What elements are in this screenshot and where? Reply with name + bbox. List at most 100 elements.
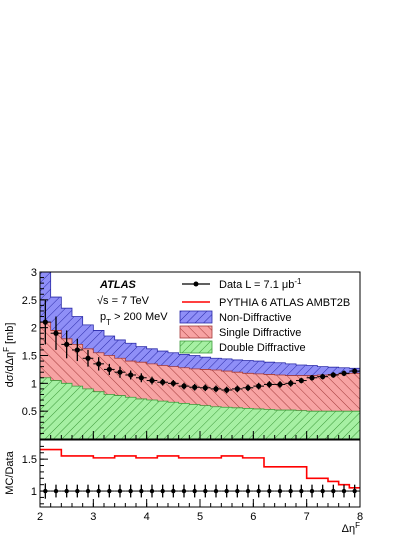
data-point [136,373,147,383]
ratio-data-point [285,484,296,498]
ratio-marker [213,488,219,494]
ratio-marker [256,488,261,494]
data-marker [117,369,123,375]
ratio-marker [341,488,347,494]
legend-nd-swatch [179,310,213,324]
data-point [189,383,200,391]
ratio-marker [267,488,272,494]
ratio-marker [192,488,197,494]
ratio-marker [331,488,336,494]
data-marker [106,366,112,373]
ratio-data-point [296,484,307,498]
data-point [72,338,83,362]
data-marker [170,380,176,386]
ratio-marker [107,488,112,494]
legend: Data L = 7.1 μb-1 PYTHIA 6 ATLAS AMBT2B … [179,277,350,354]
ratio-data-point [168,484,179,498]
atlas-label: ATLAS [99,279,137,291]
ratio-marker [117,488,123,494]
legend-dd-label: Double Diffractive [219,342,306,354]
ratio-marker [320,488,325,494]
data-marker [85,355,91,361]
x-tick-label: 5 [197,511,203,523]
data-marker [245,385,251,391]
ratio-marker [64,488,69,494]
ratio-data-point [306,484,318,498]
ratio-data-point [274,484,286,498]
data-point [168,379,179,387]
data-marker [53,330,59,336]
data-marker [288,380,294,386]
ratio-marker [53,488,59,494]
data-point [104,363,115,375]
ratio-marker [85,488,91,494]
data-marker [234,386,240,392]
data-point [146,376,158,385]
data-point [349,368,360,374]
ratio-data-point [221,484,232,498]
ratio-marker [299,488,304,494]
y-tick-label: 3 [31,267,37,279]
legend-pythia-label: PYTHIA 6 ATLAS AMBT2B [219,297,350,309]
ratio-data-point [264,484,275,498]
legend-data-label: Data L = 7.1 μb-1 [219,277,302,292]
ratio-marker [160,488,165,494]
ratio-data-point [178,484,190,498]
data-marker [224,387,230,393]
data-point [114,366,126,378]
data-marker [96,361,102,367]
x-tick-label: 3 [90,511,96,523]
ratio-marker [139,488,144,494]
ratio-marker [203,488,208,494]
data-point [221,386,232,394]
data-marker [266,381,272,388]
y-tick-label: 2 [31,323,37,335]
legend-nd-label: Non-Diffractive [219,312,292,324]
data-point [200,384,211,392]
ratio-data-point [317,484,328,498]
data-marker [352,368,358,374]
ratio-group [40,448,360,499]
double-diffractive-area [40,377,360,439]
ratio-data-point [50,484,62,498]
data-point [232,385,243,393]
ratio-marker [309,488,315,494]
ratio-data-point [189,484,200,498]
data-point [40,299,51,345]
ratio-data-point [338,484,350,498]
x-tick-label: 7 [304,511,310,523]
y-axis-title: dσ/dΔηF[mb] [2,323,17,388]
data-point [296,377,307,384]
data-point [61,330,72,359]
data-marker [213,386,219,392]
data-point [306,374,318,381]
ratio-data-point [157,484,168,498]
data-point [93,357,104,371]
data-point [274,381,286,388]
legend-sd-swatch [179,325,213,339]
data-point [178,382,190,390]
data-marker [74,347,80,353]
data-point [157,378,168,386]
data-marker [202,385,208,391]
ratio-data-point [349,484,360,498]
data-marker [64,341,70,347]
x-tick-label: 2 [37,511,43,523]
data-point [253,382,264,390]
data-point [82,349,94,367]
ratio-data-point [253,484,264,498]
data-point [242,384,254,392]
y-tick-label: 0.5 [22,406,37,418]
ratio-marker [181,488,187,494]
energy-label: √s = 7 TeV [97,295,150,307]
data-marker [277,381,283,388]
data-point [50,316,62,350]
data-point [328,372,339,378]
ratio-marker [149,488,155,494]
ratio-marker [96,488,101,494]
ratio-marker [128,488,133,494]
data-marker [298,377,304,384]
ratio-marker [224,488,229,494]
ratio-marker [277,488,283,494]
data-marker [256,383,262,389]
